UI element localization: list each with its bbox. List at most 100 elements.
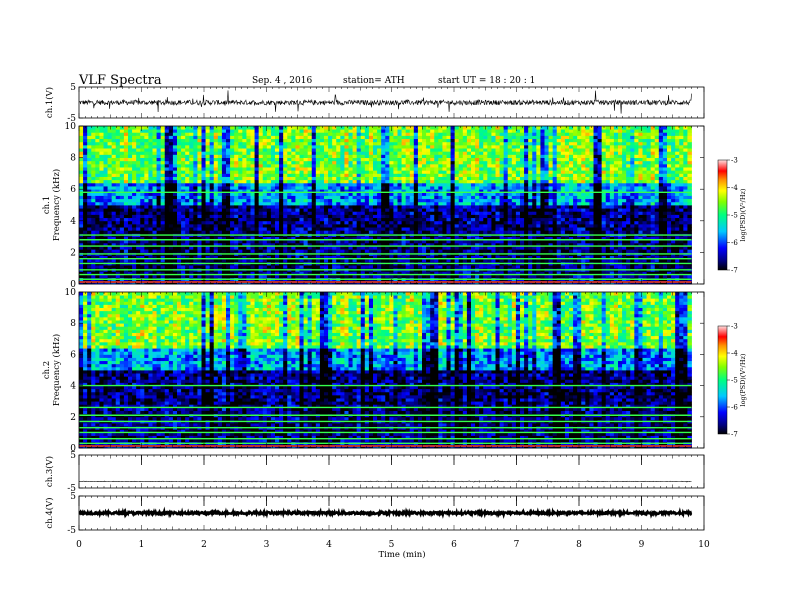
psd-cell bbox=[136, 242, 141, 247]
psd-cell bbox=[360, 157, 366, 162]
psd-cell bbox=[283, 135, 288, 140]
psd-cell bbox=[307, 189, 313, 193]
psd-cell bbox=[152, 274, 157, 279]
psd-cell bbox=[217, 198, 223, 203]
psd-cell bbox=[283, 223, 288, 228]
psd-cell bbox=[238, 242, 243, 247]
psd-cell bbox=[466, 223, 472, 228]
psd-cell bbox=[291, 132, 296, 136]
psd-cell bbox=[193, 201, 198, 206]
psd-cell bbox=[352, 246, 358, 250]
psd-cell bbox=[136, 176, 141, 181]
psd-cell bbox=[262, 258, 268, 263]
psd-cell bbox=[152, 258, 157, 263]
psd-cell bbox=[115, 167, 121, 171]
psd-cell bbox=[332, 170, 337, 174]
psd-cell bbox=[148, 227, 153, 231]
psd-cell bbox=[336, 151, 341, 155]
psd-cell bbox=[177, 141, 182, 146]
psd-cell bbox=[213, 186, 219, 190]
psd-cell bbox=[393, 217, 398, 222]
psd-cell bbox=[226, 220, 231, 225]
psd-cell bbox=[426, 198, 431, 203]
psd-cell bbox=[230, 132, 235, 136]
psd-cell bbox=[352, 242, 358, 247]
psd-cell bbox=[426, 126, 431, 130]
psd-cell bbox=[226, 129, 231, 133]
psd-cell bbox=[201, 157, 206, 162]
psd-cell bbox=[466, 179, 472, 184]
psd-cell bbox=[397, 126, 402, 130]
psd-cell bbox=[119, 227, 125, 231]
psd-cell bbox=[115, 208, 121, 212]
psd-cell bbox=[454, 205, 460, 209]
psd-cell bbox=[299, 192, 304, 196]
psd-cell bbox=[99, 230, 104, 234]
psd-cell bbox=[381, 236, 386, 241]
psd-cell bbox=[283, 227, 288, 231]
psd-cell bbox=[287, 211, 292, 215]
psd-cell bbox=[442, 220, 447, 225]
psd-cell bbox=[107, 255, 113, 260]
psd-cell bbox=[246, 151, 251, 155]
psd-cell bbox=[319, 249, 325, 253]
psd-cell bbox=[144, 214, 149, 219]
psd-cell bbox=[234, 198, 239, 203]
psd-cell bbox=[377, 186, 382, 190]
psd-cell bbox=[328, 205, 333, 209]
psd-cell bbox=[197, 170, 202, 174]
psd-cell bbox=[128, 205, 133, 209]
psd-cell bbox=[450, 154, 456, 158]
psd-cell bbox=[181, 144, 186, 149]
psd-cell bbox=[270, 167, 276, 171]
psd-cell bbox=[328, 223, 333, 228]
psd-cell bbox=[185, 189, 190, 193]
psd-cell bbox=[217, 227, 223, 231]
psd-cell bbox=[172, 163, 178, 168]
psd-cell bbox=[283, 173, 288, 177]
psd-cell bbox=[332, 242, 337, 247]
psd-cell bbox=[230, 223, 235, 228]
psd-cell bbox=[132, 242, 137, 247]
psd-cell bbox=[299, 167, 304, 171]
psd-cell bbox=[95, 144, 100, 149]
psd-cell bbox=[324, 148, 329, 152]
psd-cell bbox=[299, 255, 304, 260]
psd-cell bbox=[458, 179, 464, 184]
psd-cell bbox=[226, 242, 231, 247]
psd-cell bbox=[266, 201, 272, 206]
psd-cell bbox=[172, 157, 178, 162]
psd-cell bbox=[458, 255, 464, 260]
psd-cell bbox=[295, 144, 300, 149]
psd-cell bbox=[201, 208, 206, 212]
psd-cell bbox=[205, 179, 211, 184]
psd-cell bbox=[352, 227, 358, 231]
psd-cell bbox=[246, 170, 251, 174]
psd-cell bbox=[226, 160, 231, 165]
psd-cell bbox=[181, 135, 186, 140]
psd-cell bbox=[119, 129, 125, 133]
psd-cell bbox=[152, 132, 157, 136]
psd-cell bbox=[393, 176, 398, 181]
psd-cell bbox=[177, 201, 182, 206]
psd-cell bbox=[128, 201, 133, 206]
psd-cell bbox=[442, 163, 447, 168]
psd-cell bbox=[356, 192, 362, 196]
psd-cell bbox=[462, 205, 468, 209]
psd-cell bbox=[140, 186, 145, 190]
psd-cell bbox=[417, 179, 423, 184]
psd-cell bbox=[434, 198, 439, 203]
psd-cell bbox=[426, 195, 431, 200]
psd-cell bbox=[234, 258, 239, 263]
psd-cell bbox=[250, 135, 255, 140]
psd-cell bbox=[266, 126, 272, 130]
psd-cell bbox=[291, 205, 296, 209]
psd-cell bbox=[168, 255, 174, 260]
psd-cell bbox=[348, 211, 353, 215]
psd-cell bbox=[368, 132, 374, 136]
psd-cell bbox=[242, 189, 247, 193]
psd-cell bbox=[209, 271, 215, 275]
psd-cell bbox=[164, 242, 170, 247]
psd-cell bbox=[254, 151, 260, 155]
psd-cell bbox=[221, 239, 227, 244]
